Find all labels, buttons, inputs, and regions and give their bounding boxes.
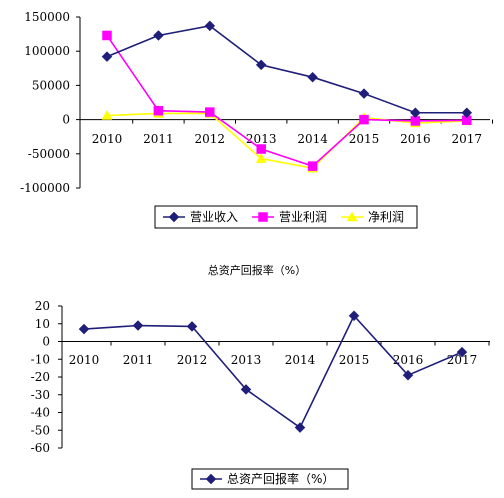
data-point <box>294 422 306 433</box>
data-point <box>101 51 113 63</box>
y-tick-label: -30 <box>31 388 50 402</box>
y-tick-label: -10 <box>31 352 50 366</box>
chart-1: -100000 -50000 0 50000 100000 150000 2010 2011 2… <box>20 10 493 229</box>
x-tick-label: 2012 <box>195 132 226 146</box>
chart-title: 总资产回报率（%） <box>208 263 306 277</box>
y-tick-label: 150000 <box>24 10 70 24</box>
x-tick-label: 2011 <box>123 353 154 367</box>
legend-label: 净利润 <box>368 210 404 224</box>
data-point <box>402 369 414 381</box>
chart-2: 总资产回报率（%） -60 -50 -40 -30 -20 -10 0 10 20 2010 2011… <box>31 263 490 490</box>
data-point <box>456 346 468 358</box>
x-tick-label: 2016 <box>393 353 424 367</box>
y-tick-label: -100000 <box>20 181 70 195</box>
x-tick-label: 2016 <box>400 132 431 146</box>
legend-box <box>154 205 418 229</box>
x-tick-label: 2017 <box>447 353 478 367</box>
series-line <box>83 314 463 429</box>
x-tick-label: 2012 <box>177 353 208 367</box>
series-line <box>106 25 467 114</box>
x-tick-label: 2015 <box>339 353 370 367</box>
legend-label: 营业收入 <box>190 210 238 224</box>
legend-label: 总资产回报率（%） <box>227 471 334 486</box>
data-point <box>240 384 252 395</box>
x-tick-label: 2010 <box>69 353 100 367</box>
x-tick-label: 2010 <box>92 132 123 146</box>
data-point <box>255 59 267 71</box>
x-tick-label: 2014 <box>297 132 328 146</box>
y-tick-label: -60 <box>31 441 50 455</box>
data-point <box>205 107 215 117</box>
legend-marker <box>205 473 217 485</box>
data-point <box>410 107 421 119</box>
legend-label: 营业利润 <box>279 210 327 224</box>
series-line <box>106 35 467 168</box>
data-point <box>307 161 318 171</box>
x-tick-label: 2011 <box>143 132 174 146</box>
legend-box <box>191 468 349 490</box>
data-point <box>101 109 113 120</box>
y-tick-label: 0 <box>42 335 50 349</box>
x-tick-label: 2013 <box>246 132 277 146</box>
data-point <box>186 321 198 332</box>
series-line <box>106 112 467 170</box>
data-point <box>359 114 369 125</box>
y-tick-label: 10 <box>35 317 50 331</box>
y-tick-label: -40 <box>31 406 50 420</box>
x-tick-label: 2013 <box>231 353 262 367</box>
data-point <box>204 20 216 32</box>
data-point <box>153 30 164 41</box>
y-tick-label: 20 <box>35 299 50 313</box>
y-tick-label: 0 <box>62 113 70 127</box>
data-point <box>102 30 112 41</box>
legend-marker <box>258 212 268 222</box>
legend-marker <box>168 211 180 223</box>
data-point <box>348 310 360 322</box>
data-point <box>256 144 266 154</box>
x-tick-label: 2015 <box>349 132 380 146</box>
y-tick-label: 100000 <box>24 44 70 58</box>
x-tick-label: 2014 <box>285 353 316 367</box>
y-tick-label: -50000 <box>28 147 70 161</box>
data-point <box>255 153 267 163</box>
legend-marker <box>346 211 358 222</box>
y-tick-label: 50000 <box>32 78 70 92</box>
data-point <box>358 88 370 99</box>
data-point <box>153 105 164 116</box>
data-point <box>461 107 473 119</box>
x-tick-label: 2017 <box>452 132 483 146</box>
data-point <box>307 71 318 83</box>
y-tick-label: -50 <box>31 423 50 437</box>
data-point <box>132 320 144 331</box>
y-tick-label: -20 <box>31 370 50 384</box>
data-point <box>78 323 90 335</box>
